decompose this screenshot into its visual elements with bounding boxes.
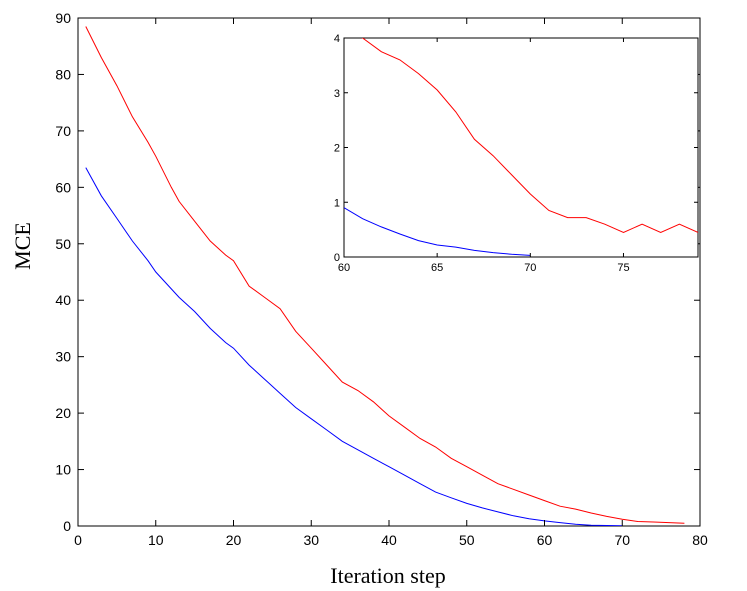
main-y-tick-label: 60 [55, 179, 71, 195]
main-y-tick-label: 80 [55, 66, 71, 82]
inset-series-1-line [344, 207, 531, 256]
inset-x-tick-label: 75 [617, 262, 629, 274]
y-axis-title: MCE [10, 222, 35, 270]
inset-plot: 60 65 70 75 0 1 2 3 4 [334, 33, 699, 274]
main-x-tick-label: 60 [537, 532, 553, 548]
main-x-tick-label: 40 [381, 532, 397, 548]
inset-series-0-line [361, 38, 698, 233]
main-x-tick-label: 30 [303, 532, 319, 548]
main-x-tick-label: 70 [614, 532, 630, 548]
main-y-tick-label: 10 [55, 462, 71, 478]
main-y-tick-label: 50 [55, 236, 71, 252]
inset-frame [343, 37, 699, 258]
inset-y-tick-label: 0 [334, 252, 340, 264]
inset-y-tick-label: 3 [334, 88, 340, 100]
main-x-tick-label: 0 [74, 532, 82, 548]
main-x-tick-label: 10 [148, 532, 164, 548]
inset-y-tick-label: 2 [334, 143, 340, 155]
main-x-tick-label: 80 [692, 532, 708, 548]
main-series-1-line [85, 167, 623, 526]
main-y-tick-label: 30 [55, 349, 71, 365]
inset-y-tick-label: 4 [334, 33, 340, 45]
main-y-tick-label: 20 [55, 405, 71, 421]
main-x-tick-label: 20 [226, 532, 242, 548]
inset-x-tick-label: 60 [338, 262, 350, 274]
inset-x-tick-label: 70 [524, 262, 536, 274]
main-y-tick-label: 90 [55, 10, 71, 26]
main-y-tick-label: 0 [63, 518, 71, 534]
inset-x-tick-label: 65 [431, 262, 443, 274]
main-x-tick-label: 50 [459, 532, 475, 548]
x-axis-title: Iteration step [330, 563, 445, 588]
main-y-tick-label: 40 [55, 292, 71, 308]
main-series-0-line [85, 26, 685, 524]
inset-y-tick-label: 1 [334, 197, 340, 209]
main-y-tick-label: 70 [55, 123, 71, 139]
